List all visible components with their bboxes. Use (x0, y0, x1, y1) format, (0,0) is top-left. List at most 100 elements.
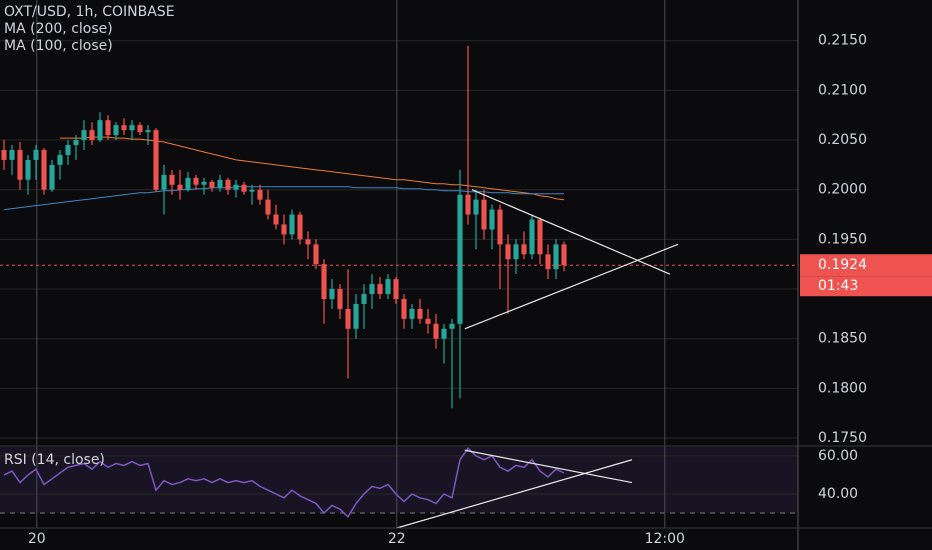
y-tick-label: 0.2000 (818, 182, 867, 198)
candle-body (393, 279, 399, 299)
candle-body (281, 224, 287, 235)
candle-body (201, 181, 207, 185)
candle-body (241, 184, 247, 192)
y-tick-label: 0.1850 (818, 331, 867, 347)
candle-body (161, 174, 167, 190)
candle-body (209, 181, 215, 188)
x-tick-label: 12:00 (645, 531, 685, 547)
y-tick-label: 0.1800 (818, 380, 867, 396)
candle-body (17, 149, 23, 180)
y-tick-label: 0.2150 (818, 33, 867, 49)
last-price-label: 0.1924 (818, 257, 867, 273)
candle-body (9, 149, 15, 160)
candle-body (329, 289, 335, 299)
candle-body (41, 149, 47, 190)
candle-body (65, 145, 71, 155)
y-tick-label: 0.1950 (818, 231, 867, 247)
countdown-label: 01:43 (818, 278, 858, 294)
legend-entry: MA (200, close) (4, 21, 113, 37)
candle-body (369, 284, 375, 295)
candle-body (425, 318, 431, 324)
rsi-band (0, 447, 798, 513)
candle-body (153, 130, 159, 190)
candle-body (321, 264, 327, 299)
rsi-tick-label: 60.00 (818, 448, 858, 464)
candle-body (169, 174, 175, 185)
candle-body (473, 199, 479, 215)
candle-body (81, 130, 87, 141)
candle-body (273, 214, 279, 225)
candle-body (305, 239, 311, 245)
candle-body (121, 125, 127, 131)
candle-body (457, 194, 463, 324)
candle-body (233, 184, 239, 190)
rsi-title: RSI (14, close) (4, 452, 105, 468)
candle-body (257, 189, 263, 200)
x-tick-label: 20 (28, 531, 46, 547)
candle-body (505, 244, 511, 260)
trendline (464, 243, 679, 330)
candle-body (249, 189, 255, 192)
candle-body (561, 244, 567, 266)
candle-body (49, 164, 55, 190)
candle-body (497, 209, 503, 245)
candle-body (353, 303, 359, 329)
candle-body (465, 194, 471, 215)
x-tick-label: 22 (388, 531, 406, 547)
candle-body (113, 125, 119, 136)
candle-body (481, 199, 487, 230)
candle-body (1, 149, 7, 160)
candle-body (433, 323, 439, 339)
candle-body (105, 120, 111, 136)
candle-body (137, 125, 143, 133)
candle-body (73, 140, 79, 146)
candle-body (537, 219, 543, 255)
candle-body (297, 214, 303, 240)
candle-body (553, 244, 559, 270)
countdown-badge (800, 276, 932, 297)
candle-body (449, 323, 455, 329)
candle-body (217, 179, 223, 188)
candle-body (409, 308, 415, 319)
y-tick-label: 0.1750 (818, 430, 867, 446)
moving-average (60, 136, 565, 201)
candle-body (545, 254, 551, 270)
price-badge (800, 254, 932, 277)
candle-body (97, 120, 103, 141)
candle-body (33, 149, 39, 160)
candle-body (529, 219, 535, 255)
candle-body (313, 244, 319, 265)
candle-body (361, 294, 367, 304)
candle-body (225, 179, 231, 190)
y-tick-label: 0.2050 (818, 132, 867, 148)
candle-body (377, 284, 383, 295)
candle-body (265, 199, 271, 215)
plot (0, 0, 798, 529)
candle-body (345, 308, 351, 329)
trendline (396, 459, 633, 529)
rsi-tick-label: 40.00 (818, 486, 858, 502)
candle-body (177, 184, 183, 190)
candle-body (417, 308, 423, 319)
legend-entry: MA (100, close) (4, 38, 113, 54)
candle-body (385, 279, 391, 295)
candle-body (193, 177, 199, 185)
candle-body (513, 244, 519, 260)
symbol-title: OXT/USD, 1h, COINBASE (4, 4, 175, 20)
candle-body (25, 159, 31, 180)
moving-average (3, 186, 564, 211)
candle-body (145, 130, 151, 133)
candle-body (57, 154, 63, 165)
candle-body (441, 328, 447, 339)
candle-body (185, 177, 191, 190)
candle-body (289, 214, 295, 235)
candle-body (129, 125, 135, 131)
trendline (464, 449, 633, 484)
candle-body (337, 289, 343, 309)
y-tick-label: 0.2100 (818, 82, 867, 98)
candle-body (89, 130, 95, 141)
candle-body (489, 209, 495, 230)
candle-body (521, 244, 527, 255)
